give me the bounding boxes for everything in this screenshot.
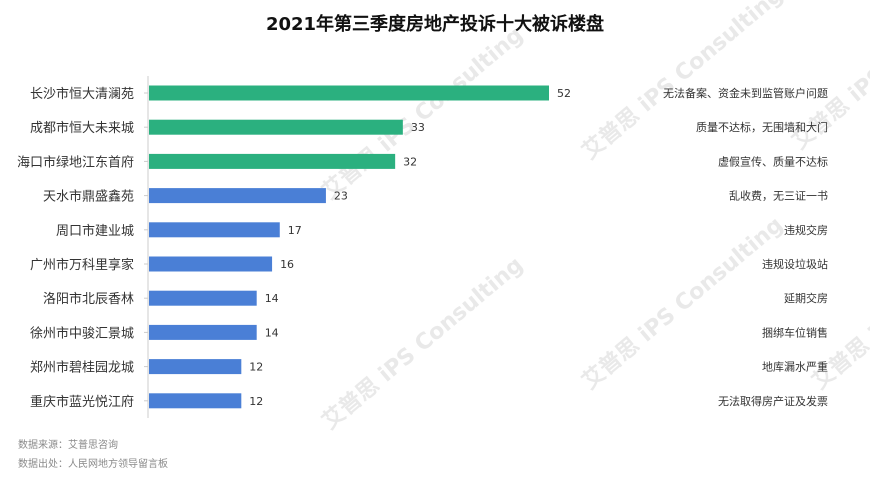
issue-label: 违规设垃圾站 bbox=[762, 257, 828, 271]
issue-label: 无法取得房产证及发票 bbox=[718, 394, 828, 408]
bar bbox=[149, 359, 242, 375]
issue-label: 地库漏水严重 bbox=[762, 360, 828, 374]
data-origin-note: 数据出处：人民网地方领导留言板 bbox=[18, 459, 168, 470]
category-label: 重庆市蓝光悦江府 bbox=[30, 394, 134, 410]
category-label: 长沙市恒大清澜苑 bbox=[30, 86, 134, 102]
bar bbox=[149, 324, 257, 340]
bar bbox=[149, 393, 242, 409]
category-label: 广州市万科里享家 bbox=[30, 257, 134, 273]
data-label: 33 bbox=[411, 121, 425, 134]
data-label: 14 bbox=[265, 326, 279, 339]
data-label: 32 bbox=[403, 155, 417, 168]
data-label: 12 bbox=[249, 395, 263, 408]
data-label: 23 bbox=[334, 190, 348, 203]
watermark-text: 艾普思 iPS Consulting bbox=[577, 0, 788, 165]
issue-label: 无法备案、资金未到监管账户问题 bbox=[663, 86, 828, 100]
issue-label: 延期交房 bbox=[784, 291, 828, 305]
bar bbox=[149, 119, 403, 135]
category-label: 徐州市中骏汇景城 bbox=[30, 325, 134, 341]
watermark-text: 艾普思 iPS Consulting bbox=[317, 22, 528, 205]
data-label: 12 bbox=[249, 361, 263, 374]
category-label: 海口市绿地江东首府 bbox=[17, 154, 134, 170]
bar bbox=[149, 188, 326, 204]
bar bbox=[149, 290, 257, 306]
issue-label: 乱收费，无三证一书 bbox=[729, 189, 828, 203]
data-label: 17 bbox=[288, 224, 302, 237]
data-source-note: 数据来源：艾普思咨询 bbox=[18, 440, 118, 451]
issue-label: 违规交房 bbox=[784, 223, 828, 237]
data-label: 14 bbox=[265, 292, 279, 305]
watermark-text: 艾普思 iPS Consulting bbox=[577, 212, 788, 395]
issue-label: 捆绑车位销售 bbox=[762, 325, 828, 339]
data-label: 52 bbox=[557, 87, 571, 100]
data-label: 16 bbox=[280, 258, 294, 271]
bar bbox=[149, 153, 396, 169]
category-label: 洛阳市北辰香林 bbox=[43, 291, 134, 307]
bar bbox=[149, 256, 273, 272]
watermark-text: 艾普思 iPS Consulting bbox=[317, 252, 528, 435]
category-label: 天水市鼎盛鑫苑 bbox=[43, 189, 134, 205]
bar bbox=[149, 222, 280, 238]
category-label: 成都市恒大未来城 bbox=[30, 120, 134, 136]
bar bbox=[149, 85, 549, 101]
issue-label: 虚假宣传、质量不达标 bbox=[718, 154, 828, 168]
chart-title: 2021年第三季度房地产投诉十大被诉楼盘 bbox=[265, 14, 605, 35]
issue-label: 质量不达标，无围墙和大门 bbox=[696, 120, 828, 134]
category-label: 周口市建业城 bbox=[56, 223, 134, 239]
category-label: 郑州市碧桂园龙城 bbox=[30, 360, 134, 376]
